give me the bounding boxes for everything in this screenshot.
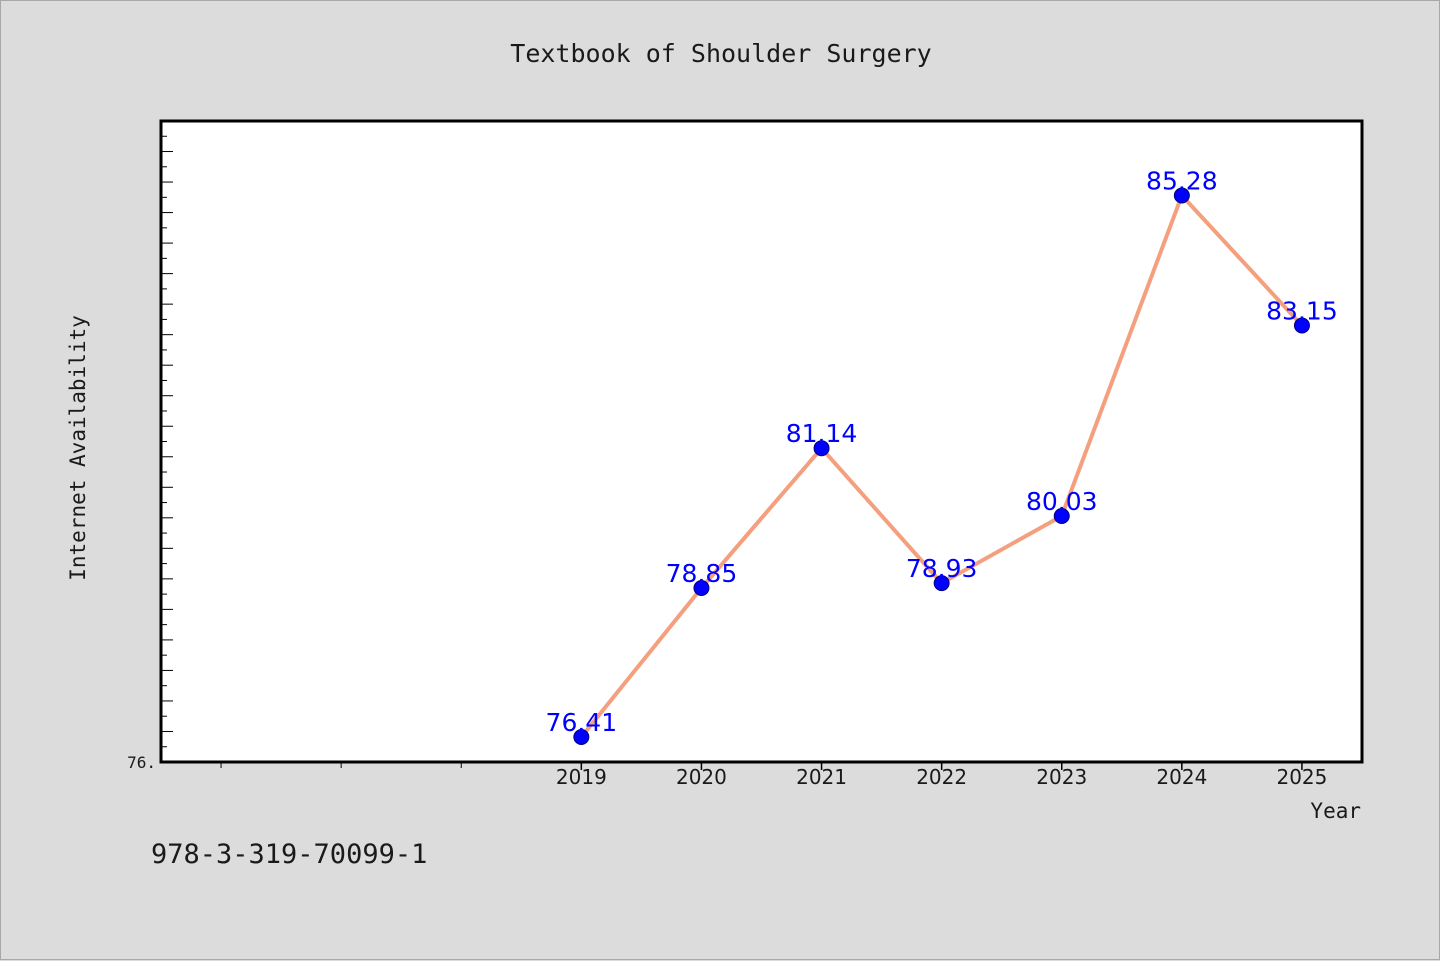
x-tick-label: 2020: [676, 765, 727, 789]
y-axis-label: Internet Availability: [66, 315, 90, 581]
isbn-footer: 978-3-319-70099-1: [151, 839, 427, 870]
data-point: [813, 440, 830, 457]
data-label: 80.03: [1026, 487, 1098, 516]
y-axis-ticks: [161, 135, 173, 748]
data-point: [693, 580, 710, 597]
x-tick-label: 2019: [556, 765, 607, 789]
chart-title: Textbook of Shoulder Surgery: [510, 39, 931, 68]
plot-area: [159, 119, 1364, 764]
x-tick-label: 2021: [796, 765, 847, 789]
x-tick-label: 2025: [1276, 765, 1327, 789]
data-points: [573, 187, 1310, 745]
x-tick-label: 2024: [1156, 765, 1207, 789]
data-point: [573, 728, 590, 745]
data-label: 76.41: [546, 708, 618, 737]
data-labels: 76.41 78.85 81.14 78.93 80.03 85.28 83.15: [546, 166, 1338, 736]
data-label: 85.28: [1146, 166, 1218, 195]
data-label: 78.85: [666, 559, 738, 588]
data-label: 83.15: [1266, 297, 1338, 326]
x-tick-label: 2023: [1036, 765, 1087, 789]
x-tick-label: 2022: [916, 765, 967, 789]
data-point: [1293, 317, 1310, 334]
data-label: 81.14: [786, 419, 858, 448]
y-tick-label: 76.: [127, 753, 156, 772]
data-point: [933, 575, 950, 592]
data-point: [1173, 187, 1190, 204]
data-point: [1053, 507, 1070, 524]
data-label: 78.93: [906, 554, 978, 583]
x-axis-label: Year: [1310, 799, 1361, 823]
x-axis-tick-labels: 2019 2020 2021 2022 2023 2024 2025: [556, 765, 1328, 789]
x-axis-ticks: [220, 762, 1303, 770]
